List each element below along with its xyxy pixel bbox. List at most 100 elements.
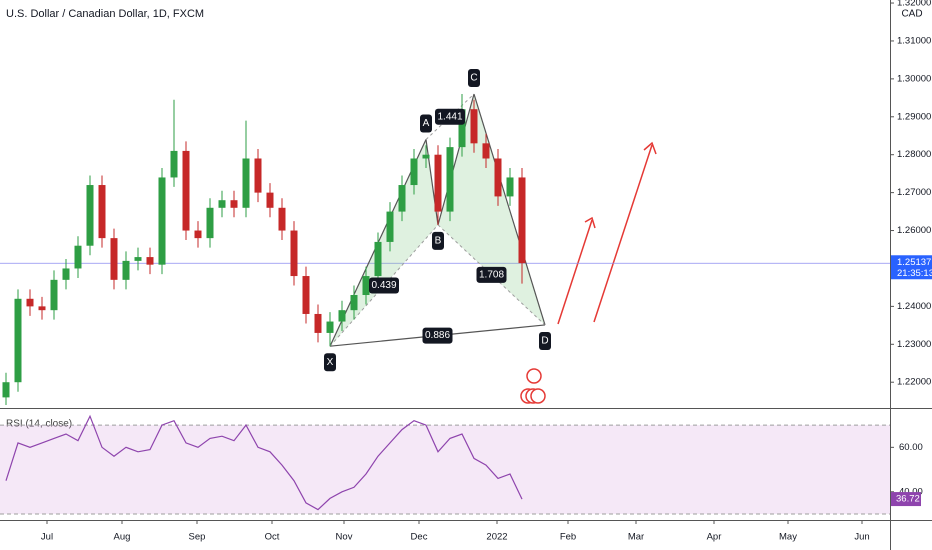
candle-body: [122, 260, 130, 280]
y-tick-label: 1.24000: [897, 301, 931, 312]
pattern-fill: [438, 94, 545, 325]
ratio-label: 0.439: [371, 280, 396, 291]
candle-body: [470, 109, 478, 144]
candle-body: [422, 154, 430, 159]
arrow: [593, 144, 653, 323]
ratio-label: 0.886: [425, 330, 450, 341]
candle-body: [434, 154, 442, 212]
pattern-point-label: A: [423, 118, 430, 129]
candle-body: [26, 298, 34, 307]
candle-body: [38, 306, 46, 311]
ratio-label: 1.441: [437, 111, 462, 122]
y-tick-label: 1.27000: [897, 187, 931, 198]
candle-body: [446, 147, 454, 212]
pattern-leg: [425, 93, 475, 140]
arrow-head: [643, 141, 657, 155]
pattern-leg: [473, 93, 546, 326]
y-tick-label: 1.26000: [897, 225, 931, 236]
x-tick-label: Nov: [336, 532, 353, 543]
x-tick-label: Jul: [41, 532, 53, 543]
candle-body: [494, 158, 502, 197]
x-tick-label: Sep: [189, 532, 206, 543]
candle-body: [86, 185, 94, 246]
x-tick-label: Jun: [854, 532, 869, 543]
candle-body: [74, 245, 82, 269]
candle-body: [110, 238, 118, 280]
rsi-title: RSI (14, close): [6, 419, 72, 430]
y-tick-label: 1.32000: [897, 0, 931, 9]
candle-body: [338, 310, 346, 322]
candle-body: [302, 276, 310, 314]
pattern-point-badge: [420, 114, 432, 133]
countdown-label: 21:35:13: [897, 268, 932, 279]
rsi-value-tag: [891, 492, 921, 507]
rsi-pane: [0, 410, 890, 520]
candle-body: [50, 279, 58, 311]
last-price-tag: [891, 255, 932, 280]
candle-body: [266, 192, 274, 208]
ratio-badge: [476, 266, 507, 283]
candle-body: [386, 211, 394, 242]
pattern-point-badge: [432, 231, 444, 250]
ratio-badge: [422, 327, 453, 344]
candle-body: [482, 143, 490, 159]
rsi-line: [5, 414, 523, 511]
y-tick-label: 1.31000: [897, 35, 931, 46]
candle-body: [98, 185, 106, 239]
projection-arrows: [557, 141, 657, 325]
event-icon: [530, 388, 546, 404]
candle-body: [350, 295, 358, 311]
candle-body: [158, 177, 166, 265]
pattern-point-badge: [539, 331, 551, 350]
ratio-badge: [369, 277, 399, 294]
y-tick-label: 1.30000: [897, 73, 931, 84]
pattern-leg: [437, 93, 475, 226]
candle-body: [14, 298, 22, 383]
pattern-point-label: X: [327, 357, 334, 368]
candle-body: [506, 177, 514, 197]
candle-body: [458, 109, 466, 148]
x-tick-label: Feb: [560, 532, 576, 543]
last-price-label: 1.25137: [897, 257, 931, 268]
candle-body: [170, 150, 178, 178]
candle-body: [278, 207, 286, 231]
candle-body: [314, 313, 322, 333]
y-tick-label: 1.28000: [897, 149, 931, 160]
candle-body: [194, 230, 202, 239]
ratio-label: 1.708: [479, 270, 504, 281]
arrow-head: [584, 216, 596, 229]
candle-body: [518, 177, 526, 264]
chart-title: U.S. Dollar / Canadian Dollar, 1D, FXCM: [6, 8, 204, 20]
y-tick-label: 1.22000: [897, 377, 931, 388]
candle-body: [254, 158, 262, 193]
pattern-point-label: D: [541, 336, 548, 347]
candle-body: [2, 382, 10, 398]
arrow: [557, 219, 593, 325]
event-icons: [520, 368, 546, 404]
x-tick-label: May: [779, 532, 797, 543]
pattern-point-label: B: [435, 235, 442, 246]
y-tick-label: 60.00: [899, 442, 923, 453]
pattern-point-label: C: [470, 73, 477, 84]
y-tick-label: 1.29000: [897, 111, 931, 122]
candle-body: [398, 185, 406, 212]
x-tick-label: Oct: [265, 532, 280, 543]
ratio-badge: [435, 108, 465, 125]
candle-body: [146, 257, 154, 265]
y-tick-label: 1.23000: [897, 339, 931, 350]
candle-body: [206, 207, 214, 239]
candle-body: [290, 230, 298, 277]
x-tick-label: Mar: [628, 532, 644, 543]
y-tick-label: 40.00: [899, 486, 923, 497]
pattern-fill: [330, 139, 438, 347]
x-tick-label: Dec: [411, 532, 428, 543]
x-tick-label: Aug: [114, 532, 131, 543]
candle-body: [218, 200, 226, 208]
candle-body: [326, 321, 334, 333]
candle-body: [62, 268, 70, 280]
candle-body: [134, 257, 142, 261]
pattern-point-badge: [468, 69, 480, 88]
candle-body: [230, 200, 238, 208]
candle-body: [362, 276, 370, 296]
